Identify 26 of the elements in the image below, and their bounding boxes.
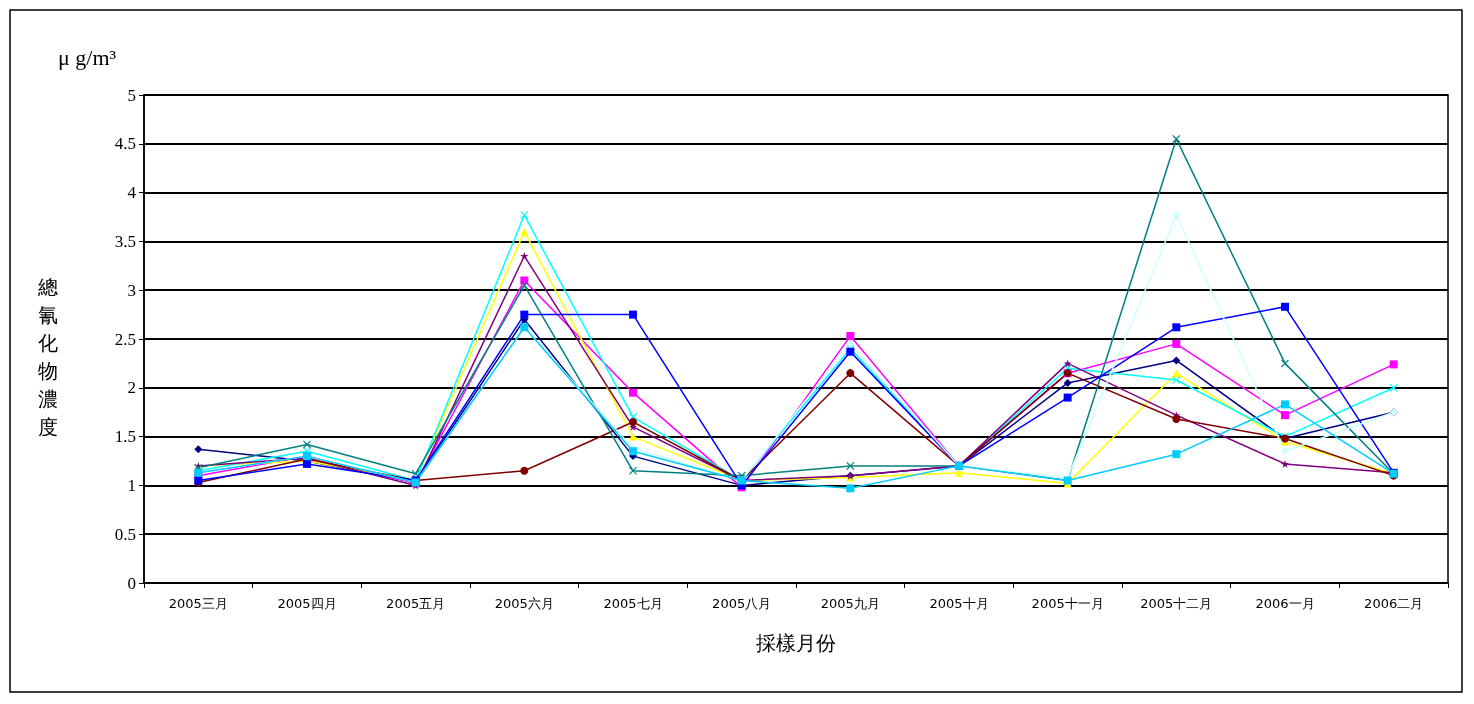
x-tick-label: 2005八月 xyxy=(712,596,772,611)
x-tick-label: 2005四月 xyxy=(277,596,337,611)
y-tick-label: 1 xyxy=(127,475,136,495)
y-tick-label: 0.5 xyxy=(114,524,136,544)
y-tick-label: 3.5 xyxy=(114,231,136,251)
x-tick-label: 2005六月 xyxy=(494,596,554,611)
x-tick-label: 2005五月 xyxy=(386,596,446,611)
y-tick-label: 4 xyxy=(127,183,137,203)
x-tick-label: 2005九月 xyxy=(820,596,880,611)
x-tick-label: 2006一月 xyxy=(1255,596,1315,611)
x-tick-label: 2005七月 xyxy=(603,596,663,611)
y-tick-label: 2 xyxy=(127,378,136,398)
y-tick-label: 4.5 xyxy=(114,134,136,154)
x-axis-title: 採樣月份 xyxy=(756,631,836,655)
x-tick-label: 2005十二月 xyxy=(1140,596,1213,611)
y-tick-label: 0 xyxy=(127,573,136,593)
y-tick-label: 2.5 xyxy=(114,329,136,349)
y-tick-label: 5 xyxy=(127,85,136,105)
y-tick-label: 3 xyxy=(127,280,136,300)
x-tick-label: 2006二月 xyxy=(1364,596,1424,611)
x-tick-label: 2005三月 xyxy=(168,596,228,611)
y-tick-label: 1.5 xyxy=(114,427,136,447)
x-tick-label: 2005十一月 xyxy=(1031,596,1104,611)
x-tick-label: 2005十月 xyxy=(929,596,989,611)
y-axis-title: 總氰化物濃度 xyxy=(37,275,58,439)
text: μ g/m³ xyxy=(58,44,117,70)
